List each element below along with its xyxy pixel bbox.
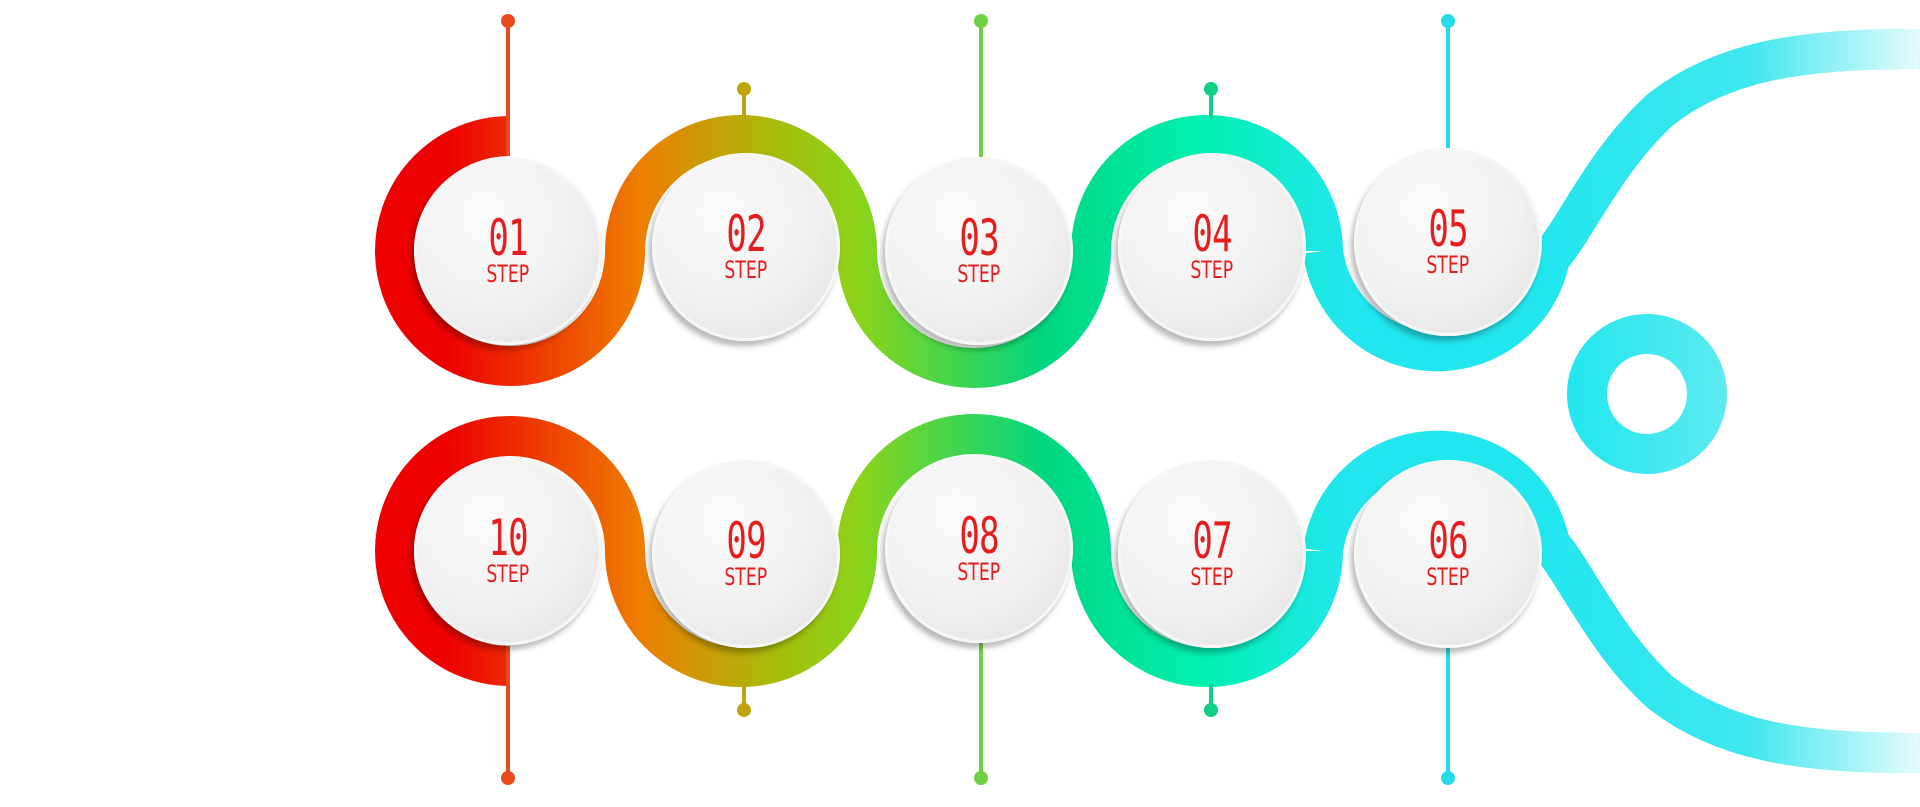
ring-arc-01	[375, 116, 645, 386]
step-05-circle: 05 STEP	[1354, 148, 1542, 336]
ring-arc-08	[837, 414, 1111, 552]
step-04-number: 04	[1192, 205, 1232, 263]
step-08-number: 08	[959, 507, 999, 565]
step-07-label: STEP	[1190, 563, 1234, 591]
step-04-circle: 04 STEP	[1118, 153, 1306, 341]
connector-pins	[501, 14, 1455, 785]
ring-arc-03	[837, 250, 1111, 388]
ring-arc-10	[375, 416, 645, 686]
pin-dot-07	[1204, 703, 1218, 717]
step-10-label: STEP	[486, 560, 530, 588]
step-06-circle: 06 STEP	[1354, 460, 1542, 648]
pin-dot-10	[501, 771, 515, 785]
step-06-label: STEP	[1426, 563, 1470, 591]
step-02-label: STEP	[724, 256, 768, 284]
step-09-circle: 09 STEP	[652, 460, 840, 648]
step-01-label: STEP	[486, 260, 530, 288]
ring-arc-09	[605, 550, 877, 687]
pin-dot-08	[974, 771, 988, 785]
pin-dot-02	[737, 82, 751, 96]
step-03-number: 03	[959, 209, 999, 267]
pin-dot-05	[1441, 14, 1455, 28]
step-02-circle: 02 STEP	[652, 153, 840, 341]
small-ring-decoration	[1567, 314, 1727, 474]
ring-arc-04	[1071, 115, 1343, 252]
pin-dot-06	[1441, 771, 1455, 785]
step-10-circle: 10 STEP	[414, 457, 602, 645]
step-09-label: STEP	[724, 563, 768, 591]
step-05-label: STEP	[1426, 251, 1470, 279]
big-arc-bottom	[1534, 530, 1920, 774]
step-01-circle: 01 STEP	[414, 157, 602, 345]
step-09-number: 09	[726, 512, 766, 570]
pin-dot-01	[501, 14, 515, 28]
step-08-circle: 08 STEP	[885, 455, 1073, 643]
pin-dot-04	[1204, 82, 1218, 96]
step-05-number: 05	[1428, 200, 1468, 258]
step-10-number: 10	[488, 509, 528, 567]
pin-dot-09	[737, 703, 751, 717]
step-03-circle: 03 STEP	[885, 157, 1073, 345]
ring-arc-07	[1071, 550, 1343, 687]
step-03-label: STEP	[957, 260, 1001, 288]
ring-arc-02	[605, 115, 877, 252]
pin-dot-03	[974, 14, 988, 28]
step-01-number: 01	[488, 209, 528, 267]
big-arc-top	[1534, 28, 1920, 272]
step-07-circle: 07 STEP	[1118, 460, 1306, 648]
step-07-number: 07	[1192, 512, 1232, 570]
step-06-number: 06	[1428, 512, 1468, 570]
step-08-label: STEP	[957, 558, 1001, 586]
step-04-label: STEP	[1190, 256, 1234, 284]
step-02-number: 02	[726, 205, 766, 263]
